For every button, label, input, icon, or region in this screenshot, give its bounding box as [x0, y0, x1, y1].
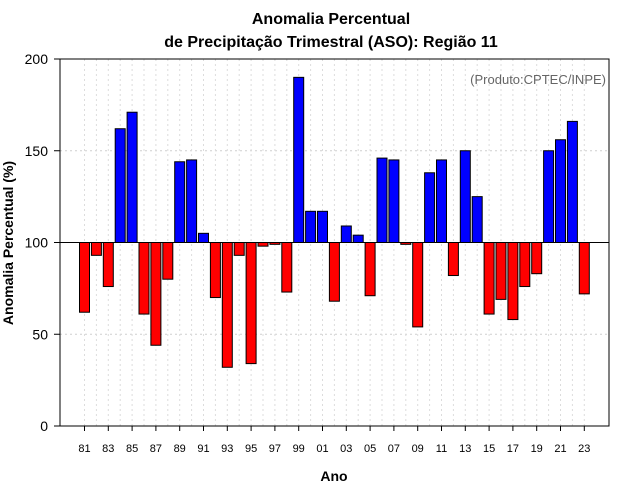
- x-tick-label: 89: [174, 443, 186, 455]
- x-tick-label: 81: [78, 443, 90, 455]
- x-tick-label: 83: [102, 443, 114, 455]
- y-tick-label: 0: [40, 418, 48, 434]
- x-axis: 81 83 85 87 89 91 93 95 97 99 01 03 05 07 09 11 13 15 17 19…: [78, 426, 590, 455]
- bars: [79, 76, 590, 368]
- bar-91: [198, 232, 209, 243]
- bar-98: [281, 242, 293, 293]
- bar-13: [459, 150, 471, 243]
- y-tick-label: 200: [25, 51, 49, 67]
- y-tick-label: 100: [25, 235, 49, 251]
- bar-87: [150, 242, 162, 346]
- bar-12: [447, 242, 459, 277]
- bar-03: [340, 225, 352, 243]
- y-tick-label: 50: [32, 326, 48, 342]
- bar-94: [233, 242, 245, 256]
- bar-17: [507, 242, 519, 321]
- bar-11: [436, 159, 447, 243]
- bar-81: [79, 242, 90, 313]
- bar-20: [543, 150, 555, 243]
- bar-85: [126, 111, 138, 243]
- x-tick-label: 17: [507, 443, 519, 455]
- bar-09: [412, 242, 424, 328]
- bar-01: [317, 210, 328, 243]
- x-tick-label: 05: [364, 443, 376, 455]
- x-tick-label: 07: [388, 443, 400, 455]
- bar-93: [221, 242, 233, 368]
- y-axis: 0 50 100 150 200: [25, 51, 60, 434]
- bar-86: [138, 242, 150, 315]
- bar-88: [162, 242, 174, 280]
- x-tick-label: 15: [483, 443, 495, 455]
- x-tick-label: 19: [531, 443, 543, 455]
- x-tick-label: 23: [578, 443, 590, 455]
- y-tick-label: 150: [25, 143, 49, 159]
- chart-title-line-1: Anomalia Percentual: [252, 11, 410, 28]
- bar-02: [328, 242, 340, 302]
- bar-23: [578, 242, 590, 295]
- bar-15: [483, 242, 495, 315]
- x-tick-label: 01: [316, 443, 328, 455]
- credit-text: (Produto:CPTEC/INPE): [470, 72, 606, 87]
- bar-10: [424, 172, 436, 244]
- bar-05: [364, 242, 376, 297]
- y-axis-label: Anomalia Percentual (%): [0, 161, 16, 325]
- bar-90: [186, 159, 198, 243]
- bar-07: [388, 159, 400, 243]
- bar-18: [519, 242, 531, 288]
- bar-22: [566, 120, 578, 243]
- bar-83: [102, 242, 114, 288]
- chart-title-line-2: de Precipitação Trimestral (ASO): Região…: [164, 34, 498, 51]
- bar-89: [174, 161, 186, 243]
- bar-00: [305, 210, 317, 243]
- x-tick-label: 87: [150, 443, 162, 455]
- x-tick-label: 09: [412, 443, 424, 455]
- bar-21: [555, 139, 566, 244]
- bar-99: [293, 76, 305, 243]
- x-tick-label: 95: [245, 443, 257, 455]
- bar-06: [376, 157, 388, 243]
- x-tick-label: 13: [459, 443, 471, 455]
- x-tick-label: 03: [340, 443, 352, 455]
- bar-16: [495, 242, 507, 300]
- bar-92: [209, 242, 221, 299]
- bar-82: [90, 242, 102, 256]
- x-tick-label: 85: [126, 443, 138, 455]
- x-tick-label: 97: [269, 443, 281, 455]
- x-tick-label: 21: [554, 443, 566, 455]
- bar-96: [257, 242, 269, 247]
- bar-84: [114, 128, 126, 243]
- x-tick-label: 11: [436, 443, 447, 455]
- x-tick-label: 99: [293, 443, 305, 455]
- x-tick-label: 93: [221, 443, 233, 455]
- bar-04: [352, 234, 364, 244]
- x-tick-label: 91: [197, 443, 209, 455]
- bar-14: [471, 196, 483, 243]
- bar-19: [531, 242, 543, 275]
- bar-95: [245, 242, 257, 365]
- x-axis-label: Ano: [320, 468, 347, 484]
